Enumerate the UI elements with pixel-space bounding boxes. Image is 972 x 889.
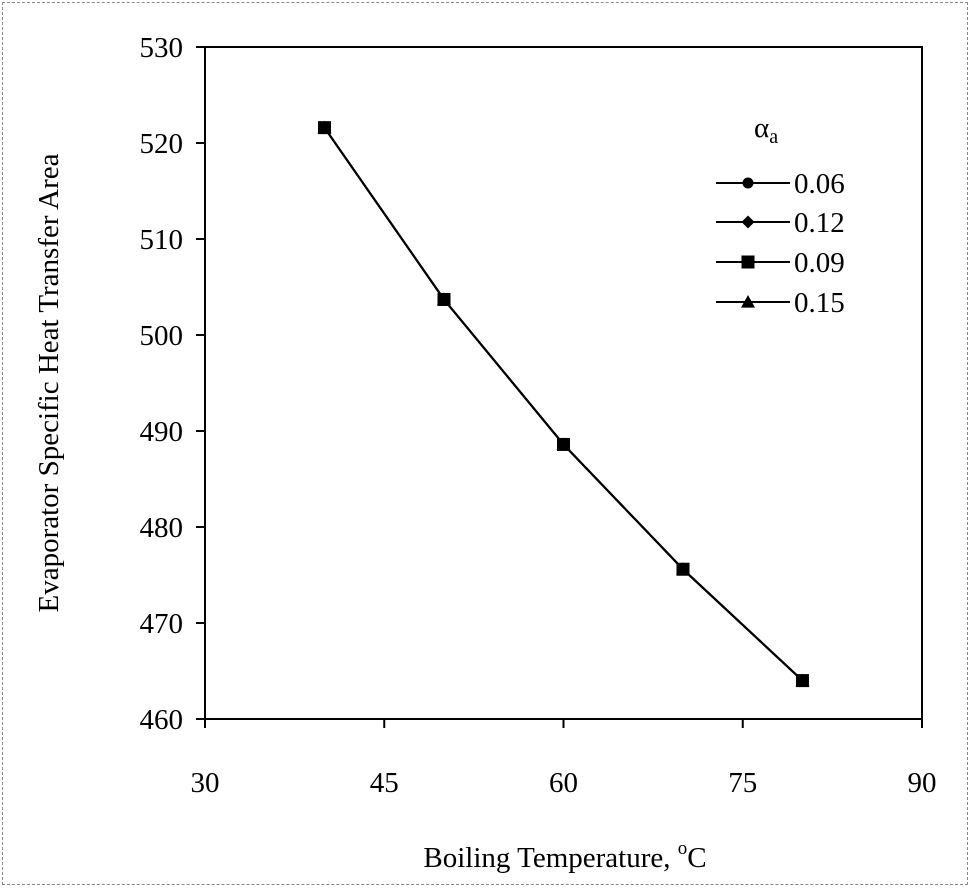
series-line [323,127,804,682]
series-line [323,127,804,682]
x-tick-label: 90 [908,767,937,799]
x-tick-label: 30 [191,767,220,799]
legend-item-0.09: 0.09 [716,247,845,279]
y-tick-label: 500 [140,320,184,352]
legend-marker [742,177,754,189]
series-0.12 [318,121,809,688]
series-0.15 [317,120,810,687]
y-tick-label: 530 [140,32,184,64]
y-tick-label: 520 [140,128,184,160]
x-tick-label: 60 [549,767,578,799]
y-tick-label: 510 [140,224,184,256]
x-tick-label: 45 [370,767,399,799]
x-axis-label: Boiling Temperature, oC [423,838,706,874]
series-0.09 [318,121,809,688]
data-point [557,437,570,451]
legend-item-0.06: 0.06 [716,168,845,200]
y-tick-label: 490 [140,416,184,448]
x-axis-label-text: Boiling Temperature, [423,842,677,874]
legend-label: 0.09 [794,247,845,279]
x-tick-label: 75 [728,767,757,799]
legend-marker [741,215,755,229]
series-layer [317,120,810,688]
legend-item-0.15: 0.15 [716,287,845,319]
legend-item-0.12: 0.12 [716,207,845,239]
data-point [676,562,690,576]
legend-marker [741,295,755,308]
y-tick-label: 480 [140,512,184,544]
legend-marker [741,255,755,269]
x-axis-label-degree: o [678,838,688,859]
plot-frame [204,46,923,720]
series-0.06 [319,122,808,687]
legend-title-subscript: a [769,126,778,148]
series-line [323,127,804,682]
y-axis-label: Evaporator Specific Heat Transfer Area [33,153,65,612]
tick-marks [196,46,923,728]
legend-label: 0.15 [794,287,845,319]
data-point [796,674,809,688]
legend-label: 0.06 [794,168,845,200]
tick-labels: 30 45 60 75 90 460 470 480 490 500 510 520 530 [140,32,937,799]
legend-label: 0.12 [794,207,845,239]
series-line [323,127,804,682]
axes [204,46,923,720]
x-axis-label-unit: C [687,842,706,874]
data-point [318,121,331,135]
y-tick-label: 470 [140,608,184,640]
data-point [437,292,451,306]
legend: αa 0.06 0.12 0.09 0.15 [716,112,845,319]
legend-title: αa [754,112,778,148]
y-tick-label: 460 [140,704,184,736]
legend-title-symbol: α [754,112,769,144]
